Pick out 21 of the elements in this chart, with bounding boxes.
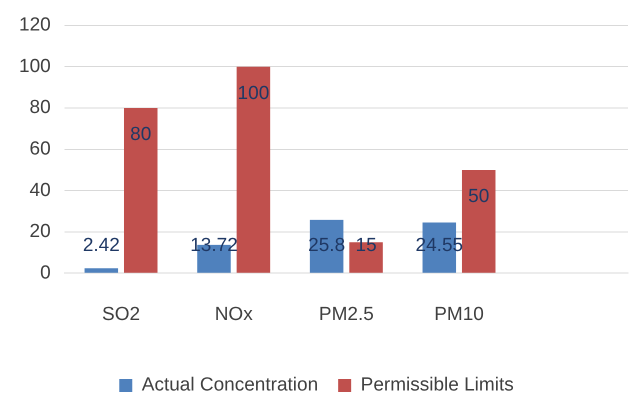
y-tick-label: 60: [30, 138, 51, 160]
legend-label: Actual Concentration: [142, 374, 318, 396]
data-label: 2.42: [82, 234, 120, 256]
y-tick-label: 20: [30, 221, 51, 242]
bar: [236, 66, 270, 273]
x-tick-label: PM2.5: [318, 304, 374, 325]
data-label: 100: [238, 82, 270, 104]
bar: [84, 268, 118, 273]
y-tick-label: 80: [30, 97, 51, 118]
x-tick-label: SO2: [102, 304, 140, 325]
bar: [462, 170, 496, 273]
data-label: 80: [130, 124, 152, 146]
legend-label: Permissible Limits: [360, 374, 514, 396]
data-label: 50: [468, 186, 490, 208]
x-tick-label: NOx: [214, 304, 254, 325]
x-tick-label: PM10: [434, 304, 484, 325]
y-tick-label: 120: [19, 14, 51, 36]
y-tick-label: 0: [40, 262, 51, 284]
bar: [124, 108, 158, 273]
y-tick-label: 40: [30, 180, 51, 201]
y-tick-label: 100: [19, 56, 51, 77]
